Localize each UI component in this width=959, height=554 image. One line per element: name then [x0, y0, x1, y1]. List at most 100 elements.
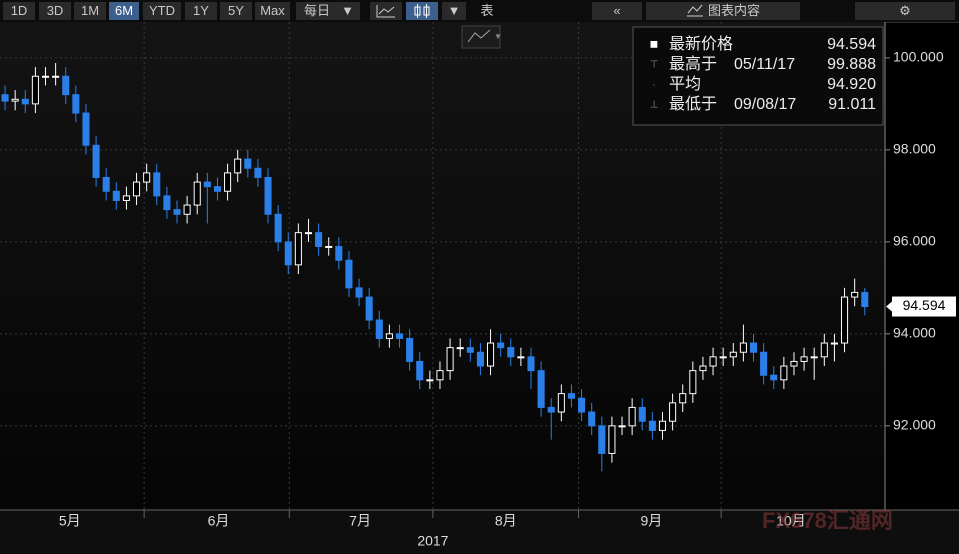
- candle-body: [517, 356, 525, 359]
- candle-body: [608, 425, 616, 454]
- candle-body: [719, 356, 727, 359]
- watermark: FX678汇通网: [762, 508, 893, 533]
- range-button[interactable]: 1M: [74, 2, 106, 20]
- candle-body: [446, 347, 454, 372]
- candle-body: [416, 360, 424, 381]
- legend-label: 最低于: [669, 95, 717, 113]
- candle-body: [689, 370, 697, 395]
- year-label: 2017: [417, 533, 448, 549]
- candle-body: [325, 245, 333, 248]
- candle-body: [274, 213, 282, 243]
- candle-body: [11, 98, 19, 102]
- candle-body: [841, 296, 849, 344]
- collapse-button[interactable]: «: [592, 2, 642, 20]
- candle-body: [153, 172, 161, 197]
- legend-symbol: ·: [652, 80, 655, 91]
- candle-body: [102, 176, 110, 192]
- candle-body: [395, 333, 404, 339]
- candle-body: [92, 144, 100, 178]
- chart-mini-toggle[interactable]: [461, 25, 501, 49]
- candle-body: [739, 342, 747, 353]
- candle-body: [365, 296, 373, 321]
- candle-body: [426, 379, 434, 382]
- candle-body: [820, 342, 828, 358]
- frequency-dropdown[interactable]: 每日 ▼: [296, 2, 360, 20]
- toolbar: 1D 3D 1M 6M YTD 1Y 5Y Max 每日 ▼ ▼ 表 « 图表内容…: [0, 0, 959, 23]
- candle-body: [264, 176, 272, 215]
- candle-body: [122, 195, 130, 201]
- range-button[interactable]: 5Y: [220, 2, 252, 20]
- table-button[interactable]: 表: [480, 3, 494, 18]
- legend-symbol: ⊤: [650, 60, 659, 71]
- settings-button[interactable]: ⚙: [855, 2, 955, 20]
- candle-body: [567, 393, 575, 399]
- candle-body: [810, 356, 818, 359]
- chart-contents-button[interactable]: 图表内容: [646, 2, 800, 20]
- candle-body: [598, 425, 606, 454]
- x-tick-label: 10月: [776, 513, 806, 529]
- last-price-box: [892, 296, 956, 317]
- legend-value: 94.920: [827, 76, 876, 93]
- candle-body: [31, 75, 39, 105]
- mini-toggle-arrow: ▼: [494, 32, 502, 41]
- candle-body: [487, 342, 495, 367]
- y-tick-label: 100.000: [893, 49, 944, 65]
- candle-body: [406, 337, 414, 362]
- x-tick-label: 5月: [59, 513, 81, 529]
- candle-body: [21, 98, 29, 105]
- candle-body: [213, 186, 221, 192]
- candle-body: [304, 232, 313, 235]
- candle-body: [62, 75, 70, 96]
- range-button[interactable]: YTD: [143, 2, 181, 20]
- legend-value: 94.594: [827, 36, 876, 53]
- legend-label: 最高于: [669, 55, 717, 73]
- candle-icon: [414, 4, 430, 18]
- candle-body: [658, 420, 667, 431]
- candle-body: [183, 204, 191, 215]
- y-tick-label: 94.000: [893, 325, 936, 341]
- candle-body: [355, 287, 363, 298]
- candle-body: [588, 411, 596, 427]
- candle-body: [497, 342, 505, 349]
- mini-toggle-icon: [467, 29, 491, 43]
- candle-body: [244, 158, 252, 169]
- range-button[interactable]: 6M: [109, 2, 139, 20]
- candle-body: [143, 172, 151, 183]
- chart-type-dropdown[interactable]: ▼: [442, 2, 466, 20]
- frequency-label: 每日: [304, 3, 331, 18]
- chart-contents-icon: [686, 4, 703, 17]
- candle-body: [52, 75, 60, 78]
- y-tick-label: 92.000: [893, 417, 936, 433]
- x-tick-label: 6月: [208, 513, 230, 529]
- candle-chart-button[interactable]: [406, 2, 438, 20]
- range-button[interactable]: 1Y: [185, 2, 217, 20]
- y-tick-label: 98.000: [893, 141, 936, 157]
- legend-symbol: ■: [650, 36, 658, 52]
- line-chart-button[interactable]: [370, 2, 402, 20]
- candle-body: [436, 370, 444, 381]
- legend-value: 99.888: [827, 56, 876, 73]
- candle-body: [780, 365, 788, 381]
- candle-body: [82, 112, 90, 146]
- candle-body: [1, 94, 9, 102]
- legend-date: 05/11/17: [734, 56, 795, 73]
- x-tick-label: 8月: [495, 513, 517, 529]
- candle-body: [375, 319, 383, 339]
- candle-body: [699, 365, 707, 372]
- candle-body: [385, 333, 393, 339]
- x-tick-label: 9月: [640, 513, 662, 529]
- range-button[interactable]: 1D: [3, 2, 35, 20]
- candle-body: [527, 356, 535, 372]
- line-icon: [376, 5, 395, 18]
- last-price-label: 94.594: [903, 297, 946, 313]
- legend-label: 平均: [669, 75, 701, 93]
- candle-body: [163, 195, 171, 211]
- candle-body: [770, 374, 778, 381]
- legend-value: 91.011: [828, 96, 876, 113]
- chart-contents-label: 图表内容: [707, 3, 760, 18]
- range-button[interactable]: 3D: [39, 2, 71, 20]
- range-button[interactable]: Max: [255, 2, 290, 20]
- candle-body: [618, 425, 626, 428]
- legend-date: 09/08/17: [734, 96, 796, 113]
- candle-body: [679, 393, 687, 404]
